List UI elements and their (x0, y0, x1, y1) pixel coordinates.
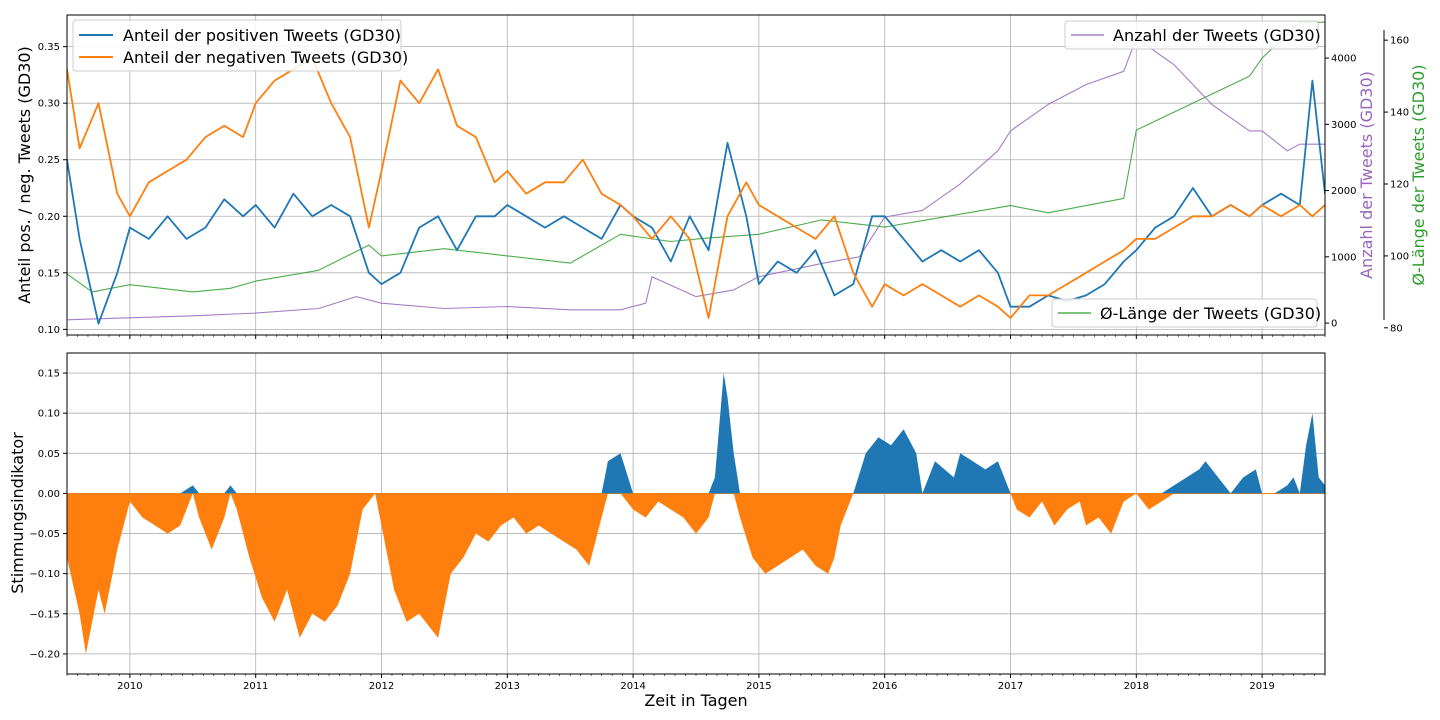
legend-count-box (1064, 20, 1319, 50)
series-line-0 (67, 79, 1325, 325)
bottom-ytick-label: −0.15 (29, 609, 60, 620)
series-line-3 (67, 21, 1325, 293)
top-ytick-label: 0.30 (38, 99, 60, 110)
top-ylabel: Anteil pos. / neg. Tweets (GD30) (15, 46, 34, 304)
bottom-ytick-label: 0.05 (38, 449, 60, 460)
top-y-ticks: 0.10 0.15 0.20 0.25 0.30 0.35 (38, 42, 67, 336)
top-y3label: Ø-Länge der Tweets (GD30) (1409, 64, 1428, 285)
top-y3tick-label: 80 (1390, 323, 1403, 334)
bottom-xtick-label: 2010 (117, 681, 142, 692)
bottom-xtick-label: 2014 (620, 681, 645, 692)
bottom-xtick-label: 2015 (746, 681, 771, 692)
series-line-2 (67, 37, 1325, 321)
top-y2tick-label: 0 (1331, 319, 1337, 330)
bottom-xtick-label: 2013 (495, 681, 520, 692)
top-y3tick-label: 160 (1390, 36, 1409, 47)
legend-left: Anteil der positiven Tweets (GD30) Antei… (72, 19, 408, 72)
legend-neg-label: Anteil der negativen Tweets (GD30) (123, 48, 408, 67)
bottom-xlabel: Zeit in Tagen (644, 691, 747, 710)
top-x-ticks (66, 335, 1326, 339)
bottom-xtick-label: 2017 (998, 681, 1023, 692)
top-y2tick-label: 1000 (1331, 252, 1356, 263)
top-y2tick-label: 3000 (1331, 120, 1356, 131)
bottom-ytick-label: 0.15 (38, 369, 60, 380)
bottom-ytick-label: −0.20 (29, 649, 60, 660)
top-y3tick-label: 100 (1390, 251, 1409, 262)
top-ytick-label: 0.25 (38, 155, 60, 166)
top-ytick-label: 0.10 (38, 325, 60, 336)
bottom-y-ticks: −0.20 −0.15 −0.10 −0.05 0.00 0.05 0.10 0.15 (29, 369, 67, 660)
top-y3tick-label: 140 (1390, 108, 1409, 119)
top-y3tick-label: 120 (1390, 179, 1409, 190)
top-y2tick-label: 2000 (1331, 186, 1356, 197)
bottom-xtick-label: 2016 (872, 681, 897, 692)
bottom-plot-area (67, 373, 1325, 654)
bottom-ylabel: Stimmungsindikator (8, 432, 27, 594)
legend-length-label: Ø-Länge der Tweets (GD30) (1100, 304, 1321, 323)
bottom-ytick-label: −0.05 (29, 529, 60, 540)
sentiment-positive-area (67, 373, 1325, 494)
bottom-x-ticks: 2010 2011 2012 2013 2014 2015 2016 2017 2018 2019 (66, 674, 1326, 692)
top-y2-ticks: 0 1000 2000 3000 4000 (1325, 54, 1356, 330)
top-y2label: Anzahl der Tweets (GD30) (1357, 71, 1376, 279)
series-line-1 (67, 57, 1325, 319)
legend-count-label: Anzahl der Tweets (GD30) (1113, 26, 1321, 45)
bottom-xtick-label: 2019 (1249, 681, 1274, 692)
bottom-ytick-label: 0.10 (38, 409, 60, 420)
bottom-xtick-label: 2012 (369, 681, 394, 692)
legend-count: Anzahl der Tweets (GD30) (1064, 20, 1321, 50)
top-y3-ticks: 80 100 120 140 160 (1384, 36, 1409, 334)
bottom-xtick-label: 2011 (243, 681, 268, 692)
top-plot-area (67, 21, 1325, 325)
sentiment-negative-area (67, 493, 1325, 654)
top-ytick-label: 0.20 (38, 212, 60, 223)
top-y2tick-label: 4000 (1331, 54, 1356, 65)
bottom-ytick-label: 0.00 (38, 489, 60, 500)
bottom-xtick-label: 2018 (1124, 681, 1149, 692)
legend-pos-label: Anteil der positiven Tweets (GD30) (123, 26, 401, 45)
top-lines (67, 21, 1325, 325)
legend-length: Ø-Länge der Tweets (GD30) (1051, 298, 1321, 328)
legend-left-box (72, 19, 402, 72)
legend-length-box (1051, 298, 1318, 328)
top-ytick-label: 0.35 (38, 42, 60, 53)
top-ytick-label: 0.15 (38, 268, 60, 279)
bottom-ytick-label: −0.10 (29, 569, 60, 580)
